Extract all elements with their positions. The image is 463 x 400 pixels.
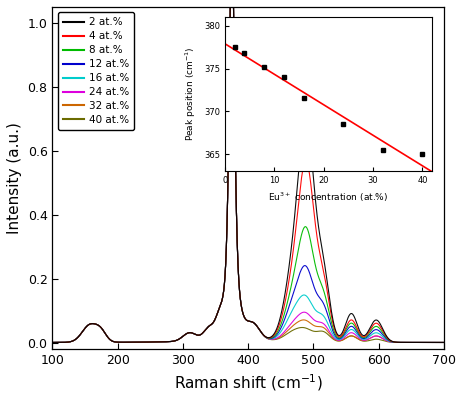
Y-axis label: Intensity (a.u.): Intensity (a.u.) xyxy=(7,122,22,234)
Legend: 2 at.%, 4 at.%, 8 at.%, 12 at.%, 16 at.%, 24 at.%, 32 at.%, 40 at.%: 2 at.%, 4 at.%, 8 at.%, 12 at.%, 16 at.%… xyxy=(57,12,134,130)
X-axis label: Raman shift (cm$^{-1}$): Raman shift (cm$^{-1}$) xyxy=(174,372,323,393)
